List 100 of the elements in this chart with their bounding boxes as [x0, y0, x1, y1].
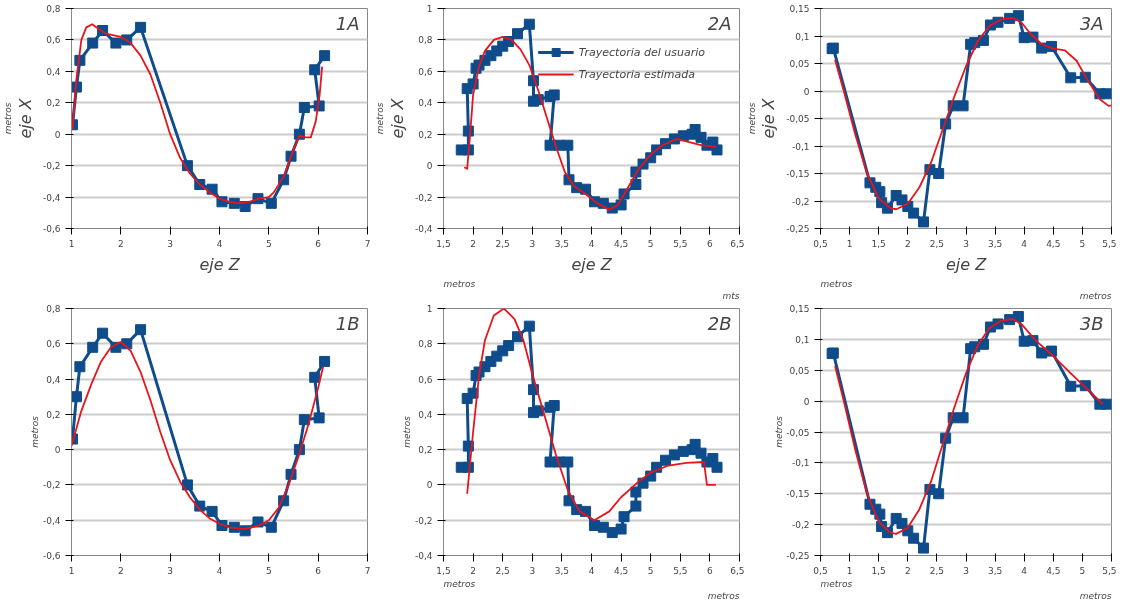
x-axis-title: eje Z: [945, 254, 988, 274]
x-tick-label: 1: [846, 565, 853, 576]
y-tick-label: -0,4: [414, 551, 433, 561]
y-tick-label: 0,1: [795, 31, 810, 42]
text: metros: [1079, 290, 1112, 301]
y-tick-label: -0,4: [42, 192, 61, 203]
text: metros: [746, 102, 757, 135]
y-tick-label: -0,05: [786, 114, 810, 124]
x-tick-label: 6,5: [730, 238, 745, 249]
x-tick-label: 5: [265, 565, 272, 576]
x-tick-label: 5: [1079, 238, 1086, 249]
x-tick-label: 2,5: [495, 565, 510, 576]
y-tick-label: 0,4: [46, 66, 61, 77]
x-tick-label: 3,5: [987, 238, 1003, 249]
x-tick-label: 5: [647, 238, 654, 249]
legend-label: Trayectoria del usuario: [578, 45, 705, 59]
x-tick-label: 1: [68, 565, 75, 576]
y-tick-label: 0,05: [789, 59, 810, 69]
x-tick-label: 6: [315, 238, 322, 249]
text: metros: [820, 578, 853, 589]
x-tick-label: 5,5: [673, 565, 688, 576]
x-tick-label: 4,5: [1046, 565, 1061, 576]
text: metros: [374, 102, 385, 135]
y-tick-label: 0,6: [418, 374, 433, 385]
x-axis-title: eje Z: [571, 254, 613, 274]
x-tick-label: 0,5: [813, 565, 828, 576]
x-tick-label: 3: [529, 238, 536, 249]
y-tick-label: -0,6: [42, 551, 61, 561]
y-tick-label: 0,2: [418, 129, 433, 140]
y-tick-label: -0,25: [786, 224, 810, 234]
x-tick-label: 7: [364, 238, 371, 249]
x-tick-label: 5,5: [673, 238, 688, 249]
text: metros: [1079, 590, 1112, 601]
x-tick-label: 1,5: [436, 238, 451, 249]
y-tick-label: 0,2: [46, 98, 61, 109]
x-tick-label: 4: [588, 565, 595, 576]
text: metros: [2, 102, 13, 135]
x-tick-label: 3,5: [554, 565, 570, 576]
x-tick-label: 5,5: [1102, 238, 1117, 249]
y-tick-label: 0,6: [46, 35, 61, 46]
y-tick-label: -0,1: [791, 458, 810, 469]
y-tick-label: -0,2: [414, 192, 433, 203]
y-tick-label: 0,2: [46, 409, 61, 420]
y-tick-label: -0,15: [786, 489, 810, 500]
y-tick-label: -0,4: [414, 224, 433, 234]
y-axis-title: eje X: [15, 97, 35, 139]
y-tick-label: -0,2: [414, 515, 433, 526]
x-tick-label: 4: [588, 238, 595, 249]
x-tick-label: 4: [216, 238, 223, 249]
y-tick-label: -0,1: [791, 141, 810, 152]
x-tick-label: 3: [963, 565, 969, 576]
x-tick-label: 4,5: [1046, 238, 1061, 249]
x-tick-label: 2,5: [495, 238, 510, 249]
x-tick-label: 1,5: [436, 565, 451, 576]
y-tick-label: 0: [426, 161, 433, 172]
y-tick-label: 1: [426, 304, 433, 314]
x-tick-label: 4: [1021, 238, 1028, 249]
x-tick-label: 2,5: [929, 238, 945, 249]
text: metros: [773, 415, 784, 448]
y-tick-label: 0,6: [46, 339, 61, 350]
chart-title: 2B: [707, 312, 732, 334]
y-tick-label: 0,15: [789, 4, 810, 14]
y-tick-label: 1: [426, 4, 433, 14]
y-tick-label: 0: [54, 129, 61, 140]
y-axis-title: eje X: [387, 97, 407, 139]
text: metros: [443, 278, 476, 289]
x-tick-label: 1,5: [871, 238, 886, 249]
chart-title: 1A: [335, 12, 360, 34]
y-tick-label: -0,2: [791, 520, 810, 531]
text: metros: [29, 415, 40, 448]
y-tick-label: -0,05: [786, 427, 810, 438]
x-tick-label: 3: [167, 565, 174, 576]
x-tick-label: 6: [707, 238, 714, 249]
y-tick-label: 0: [803, 86, 810, 97]
x-tick-label: 5: [647, 565, 654, 576]
y-tick-label: 0,1: [795, 334, 810, 345]
y-tick-label: 0,15: [789, 304, 810, 314]
x-tick-label: 6: [707, 565, 714, 576]
x-tick-label: 2,5: [929, 565, 945, 576]
y-tick-label: 0,4: [46, 374, 61, 385]
chart-title: 2A: [707, 12, 732, 34]
x-tick-label: 2: [904, 238, 911, 249]
text: metros: [443, 578, 476, 589]
y-tick-label: 0,8: [418, 339, 433, 350]
x-tick-label: 5: [265, 238, 272, 249]
y-tick-label: 0,05: [789, 365, 810, 376]
x-tick-label: 6: [315, 565, 322, 576]
y-tick-label: -0,2: [791, 196, 810, 207]
y-tick-label: 0: [426, 480, 433, 491]
y-tick-label: -0,15: [786, 169, 810, 179]
x-tick-label: 3,5: [987, 565, 1003, 576]
x-tick-label: 3: [167, 238, 174, 249]
legend-label: Trayectoria estimada: [578, 67, 696, 81]
x-tick-label: 3: [529, 565, 536, 576]
x-tick-label: 4: [216, 565, 223, 576]
chart-title: 3B: [1079, 312, 1104, 334]
y-tick-label: 0,6: [418, 66, 433, 77]
x-tick-label: 6,5: [730, 565, 745, 576]
y-tick-label: -0,2: [42, 161, 61, 172]
x-tick-label: 5: [1079, 565, 1086, 576]
